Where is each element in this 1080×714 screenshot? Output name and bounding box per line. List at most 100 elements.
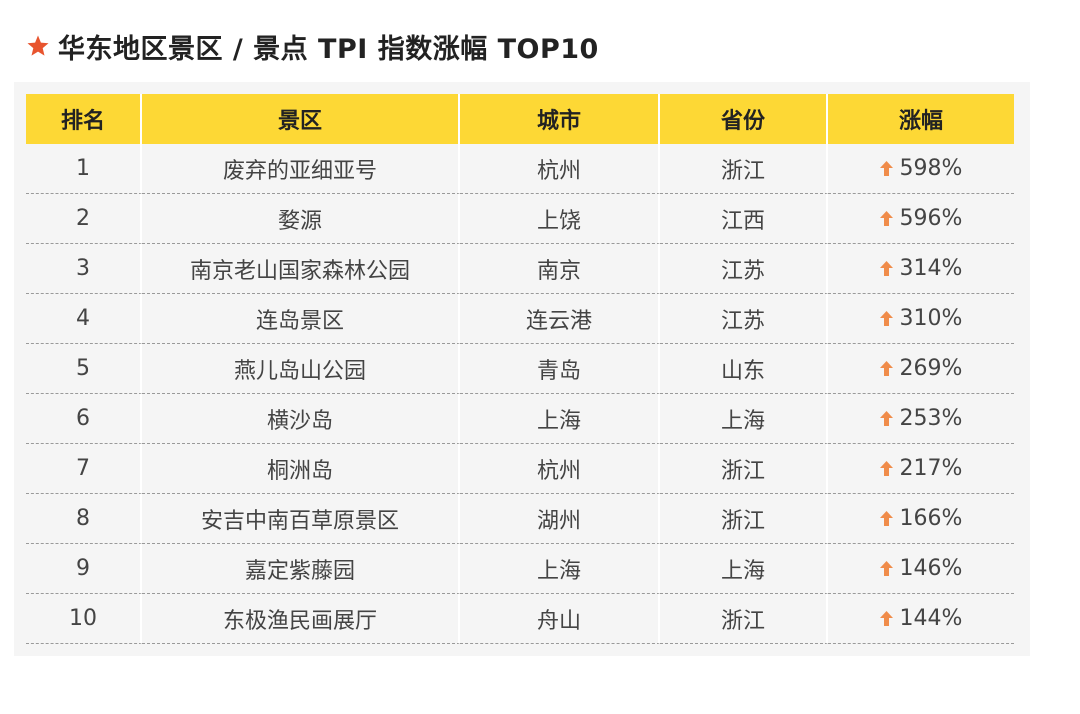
rank-cell: 7 <box>26 444 142 494</box>
city-cell: 上海 <box>460 544 660 594</box>
column-header-name: 景区 <box>142 94 460 144</box>
rank-cell: 9 <box>26 544 142 594</box>
rank-cell: 6 <box>26 394 142 444</box>
province-cell: 浙江 <box>660 594 828 644</box>
rise-value: 144% <box>899 605 963 631</box>
rise-value: 146% <box>899 555 963 581</box>
rank-cell: 5 <box>26 344 142 394</box>
city-cell: 舟山 <box>460 594 660 644</box>
scenic-spot-cell: 横沙岛 <box>142 394 460 444</box>
table-header-row: 排名 景区 城市 省份 涨幅 <box>26 94 1014 144</box>
rise-cell: 166% <box>828 494 1014 544</box>
column-header-province: 省份 <box>660 94 828 144</box>
star-icon <box>27 35 49 56</box>
scenic-spot-cell: 废弃的亚细亚号 <box>142 144 460 194</box>
up-arrow-icon <box>879 460 893 476</box>
city-cell: 上海 <box>460 394 660 444</box>
up-arrow-icon <box>879 360 893 376</box>
title-row: 华东地区景区 / 景点 TPI 指数涨幅 TOP10 <box>26 24 599 68</box>
rise-cell: 217% <box>828 444 1014 494</box>
table-row: 1 废弃的亚细亚号 杭州 浙江 598% <box>26 144 1014 194</box>
scenic-spot-cell: 东极渔民画展厅 <box>142 594 460 644</box>
rise-value-wrap: 166% <box>879 505 963 531</box>
rise-cell: 146% <box>828 544 1014 594</box>
rank-cell: 1 <box>26 144 142 194</box>
up-arrow-icon <box>879 160 893 176</box>
city-cell: 杭州 <box>460 444 660 494</box>
column-header-rise: 涨幅 <box>828 94 1014 144</box>
rise-cell: 310% <box>828 294 1014 344</box>
rise-cell: 314% <box>828 244 1014 294</box>
scenic-spot-cell: 桐洲岛 <box>142 444 460 494</box>
rank-cell: 4 <box>26 294 142 344</box>
column-header-rank: 排名 <box>26 94 142 144</box>
rise-cell: 269% <box>828 344 1014 394</box>
scenic-spot-cell: 连岛景区 <box>142 294 460 344</box>
rise-value-wrap: 144% <box>879 605 963 631</box>
table-row: 2 婺源 上饶 江西 596% <box>26 194 1014 244</box>
up-arrow-icon <box>879 510 893 526</box>
rise-value-wrap: 596% <box>879 205 963 231</box>
table-panel: 排名 景区 城市 省份 涨幅 1 废弃的亚细亚号 杭州 浙江 598% 2 婺源 上饶 江西 59… <box>14 82 1030 656</box>
up-arrow-icon <box>879 560 893 576</box>
scenic-spot-cell: 嘉定紫藤园 <box>142 544 460 594</box>
table-row: 10 东极渔民画展厅 舟山 浙江 144% <box>26 594 1014 644</box>
province-cell: 浙江 <box>660 444 828 494</box>
city-cell: 湖州 <box>460 494 660 544</box>
province-cell: 山东 <box>660 344 828 394</box>
rise-value: 166% <box>899 505 963 531</box>
up-arrow-icon <box>879 310 893 326</box>
rise-cell: 144% <box>828 594 1014 644</box>
rise-cell: 253% <box>828 394 1014 444</box>
rise-value: 314% <box>899 255 963 281</box>
province-cell: 上海 <box>660 394 828 444</box>
province-cell: 浙江 <box>660 494 828 544</box>
table-body: 1 废弃的亚细亚号 杭州 浙江 598% 2 婺源 上饶 江西 596% 3 南京老山国家森林公园 南京… <box>26 144 1014 644</box>
rise-value: 310% <box>899 305 963 331</box>
city-cell: 上饶 <box>460 194 660 244</box>
city-cell: 连云港 <box>460 294 660 344</box>
scenic-spot-cell: 婺源 <box>142 194 460 244</box>
table-row: 3 南京老山国家森林公园 南京 江苏 314% <box>26 244 1014 294</box>
province-cell: 江苏 <box>660 294 828 344</box>
rise-value: 269% <box>899 355 963 381</box>
up-arrow-icon <box>879 610 893 626</box>
scenic-spot-cell: 南京老山国家森林公园 <box>142 244 460 294</box>
rise-value-wrap: 598% <box>879 156 962 181</box>
rank-cell: 10 <box>26 594 142 644</box>
column-header-city: 城市 <box>460 94 660 144</box>
city-cell: 青岛 <box>460 344 660 394</box>
scenic-spot-cell: 燕儿岛山公园 <box>142 344 460 394</box>
province-cell: 浙江 <box>660 144 828 194</box>
rise-cell: 598% <box>828 144 1014 194</box>
rise-value-wrap: 146% <box>879 555 963 581</box>
table-row: 6 横沙岛 上海 上海 253% <box>26 394 1014 444</box>
table-row: 9 嘉定紫藤园 上海 上海 146% <box>26 544 1014 594</box>
rise-cell: 596% <box>828 194 1014 244</box>
rise-value-wrap: 269% <box>879 355 963 381</box>
province-cell: 江西 <box>660 194 828 244</box>
table-row: 5 燕儿岛山公园 青岛 山东 269% <box>26 344 1014 394</box>
rise-value: 596% <box>899 205 963 231</box>
table-row: 4 连岛景区 连云港 江苏 310% <box>26 294 1014 344</box>
table-row: 8 安吉中南百草原景区 湖州 浙江 166% <box>26 494 1014 544</box>
up-arrow-icon <box>879 410 893 426</box>
city-cell: 南京 <box>460 244 660 294</box>
ranking-table: 排名 景区 城市 省份 涨幅 1 废弃的亚细亚号 杭州 浙江 598% 2 婺源 上饶 江西 59… <box>26 94 1014 644</box>
rank-cell: 3 <box>26 244 142 294</box>
rise-value-wrap: 217% <box>879 455 963 481</box>
table-row: 7 桐洲岛 杭州 浙江 217% <box>26 444 1014 494</box>
rise-value: 253% <box>899 405 963 431</box>
up-arrow-icon <box>879 260 893 276</box>
up-arrow-icon <box>879 210 893 226</box>
rise-value-wrap: 253% <box>879 405 963 431</box>
rise-value: 217% <box>899 455 963 481</box>
city-cell: 杭州 <box>460 144 660 194</box>
rise-value-wrap: 314% <box>879 255 963 281</box>
province-cell: 上海 <box>660 544 828 594</box>
page-title: 华东地区景区 / 景点 TPI 指数涨幅 TOP10 <box>58 33 599 65</box>
rank-cell: 8 <box>26 494 142 544</box>
rise-value-wrap: 310% <box>879 305 963 331</box>
rank-cell: 2 <box>26 194 142 244</box>
